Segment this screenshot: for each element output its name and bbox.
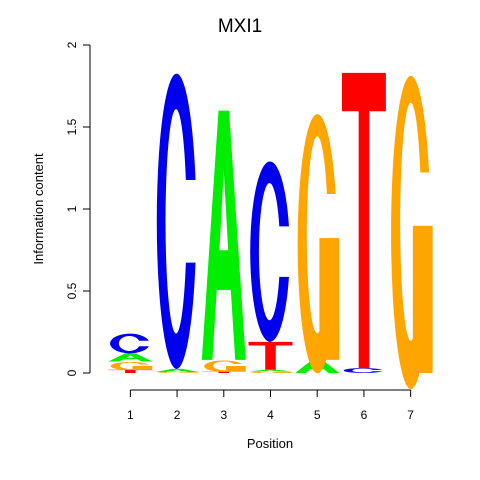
logo-stack-position-5	[295, 114, 340, 374]
letter-G-position-5	[297, 114, 340, 374]
logo-stack-position-6	[341, 72, 386, 373]
logo-stack-position-1	[108, 333, 153, 373]
x-tick-label: 1	[127, 408, 134, 422]
x-tick-label: 7	[407, 408, 414, 422]
letter-A-position-4	[248, 369, 293, 372]
letter-C-position-6	[343, 368, 383, 373]
letter-G-position-3	[204, 360, 246, 372]
letter-C-position-1	[110, 333, 149, 354]
logo-stack-position-2	[155, 73, 200, 374]
x-tick-label: 3	[220, 408, 227, 422]
letter-G-position-4	[250, 371, 293, 374]
letter-A-position-3	[201, 110, 246, 360]
letter-A-position-2	[155, 368, 200, 373]
chart-title: MXI1	[218, 16, 262, 37]
letter-T-position-4	[248, 341, 293, 370]
y-tick-label: 2	[65, 41, 79, 48]
letter-A-position-5	[295, 359, 340, 373]
letter-A-position-1	[108, 353, 153, 362]
letter-C-position-4	[250, 161, 289, 342]
letter-G-position-7	[391, 75, 433, 390]
logo-stack-position-7	[391, 75, 433, 390]
y-tick-label: 1	[65, 205, 79, 212]
x-tick-label: 2	[174, 408, 181, 422]
letter-T-position-6	[341, 72, 386, 369]
letter-C-position-2	[156, 73, 196, 369]
logo-stack-position-4	[248, 161, 293, 374]
logo-stack-position-3	[201, 110, 246, 373]
x-tick-label: 6	[361, 408, 368, 422]
letter-G-position-2	[157, 372, 200, 374]
y-axis: 0 0.5 1 1.5 2	[65, 41, 91, 376]
letter-T-position-3	[201, 371, 246, 373]
x-axis-label: Position	[247, 436, 293, 451]
x-tick-label: 4	[267, 408, 274, 422]
y-axis-label: Information content	[31, 153, 46, 265]
y-tick-label: 0	[65, 369, 79, 376]
letter-stacks	[108, 72, 433, 390]
letter-T-position-1	[108, 369, 153, 373]
letter-G-position-1	[110, 361, 153, 371]
y-tick-label: 0.5	[65, 282, 79, 299]
x-tick-label: 5	[314, 408, 321, 422]
x-axis: 1 2 3 4 5 6 7	[127, 389, 414, 422]
y-tick-label: 1.5	[65, 118, 79, 135]
